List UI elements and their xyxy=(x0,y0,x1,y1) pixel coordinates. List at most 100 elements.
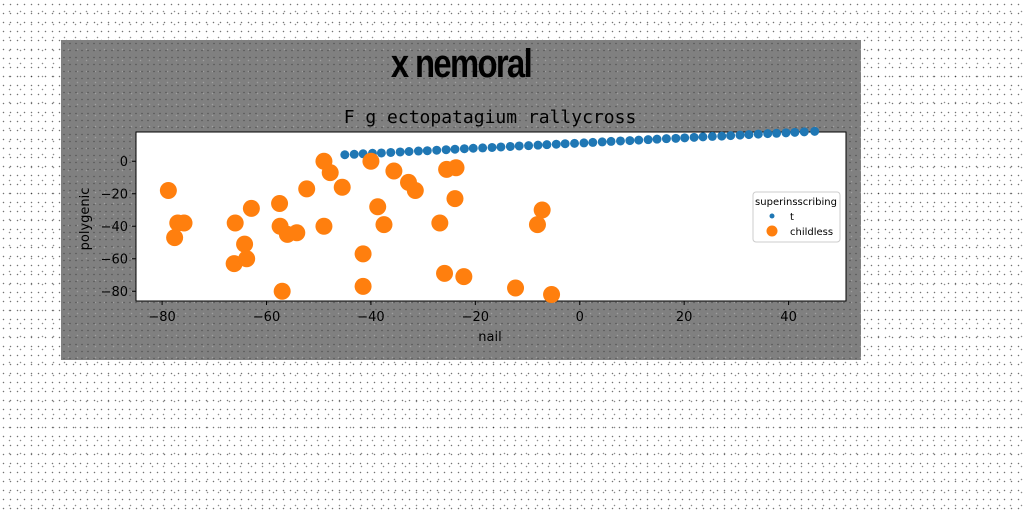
data-point xyxy=(369,198,387,216)
data-point xyxy=(354,245,372,263)
data-point xyxy=(615,136,625,146)
data-point xyxy=(478,143,488,153)
data-point xyxy=(744,130,754,140)
chart-title: F g ectopatagium rallycross xyxy=(344,107,637,128)
data-point xyxy=(349,149,359,159)
data-point xyxy=(395,147,405,157)
data-point xyxy=(375,216,393,234)
data-point xyxy=(634,135,644,145)
data-point xyxy=(175,214,193,232)
figure-suptitle: x nemoral xyxy=(390,42,533,86)
x-tick-label: −40 xyxy=(357,310,384,325)
x-tick-label: 20 xyxy=(676,310,693,325)
data-point xyxy=(514,141,524,151)
data-point xyxy=(772,128,782,138)
data-point xyxy=(447,159,465,177)
data-point xyxy=(551,139,561,149)
data-point xyxy=(376,148,386,158)
data-point xyxy=(543,286,561,303)
data-point xyxy=(735,130,745,140)
data-point xyxy=(810,126,820,136)
y-axis-label: polygenic xyxy=(78,188,93,251)
data-point xyxy=(507,279,525,297)
data-point xyxy=(406,182,424,199)
data-point xyxy=(496,142,506,152)
x-tick-label: −60 xyxy=(253,310,280,325)
data-point xyxy=(404,147,414,156)
data-point xyxy=(385,162,403,180)
x-tick-label: −20 xyxy=(462,310,489,325)
legend-entry-label: childless xyxy=(790,227,833,238)
data-point xyxy=(362,152,380,170)
data-point xyxy=(799,127,809,137)
data-point xyxy=(625,136,635,146)
data-point xyxy=(560,139,570,149)
data-point xyxy=(597,137,607,147)
data-point xyxy=(242,199,260,217)
data-point xyxy=(166,229,184,247)
x-tick-label: 0 xyxy=(576,310,584,325)
legend-entry-label: t xyxy=(790,212,794,223)
data-point xyxy=(781,128,791,138)
data-point xyxy=(446,190,464,208)
data-point xyxy=(226,214,244,232)
data-point xyxy=(436,264,454,282)
legend: superinsscribing t childless xyxy=(752,191,841,243)
data-point xyxy=(790,127,800,137)
series-t xyxy=(340,126,820,160)
y-tick-label: −60 xyxy=(101,252,128,267)
data-point xyxy=(298,180,316,198)
y-tick-label: −20 xyxy=(101,187,128,202)
data-point xyxy=(579,138,589,148)
data-point xyxy=(606,136,616,146)
x-axis-label: nail xyxy=(478,330,501,345)
data-point xyxy=(432,145,442,155)
data-point xyxy=(726,131,736,141)
legend-marker xyxy=(769,213,775,219)
data-point xyxy=(753,129,763,139)
data-point xyxy=(450,144,460,154)
data-point xyxy=(652,134,662,144)
data-point xyxy=(238,250,256,268)
y-tick-label: −40 xyxy=(101,220,128,235)
data-point xyxy=(273,282,291,300)
data-point xyxy=(707,131,717,141)
data-point xyxy=(271,195,289,212)
data-point xyxy=(468,143,478,153)
data-point xyxy=(422,146,432,156)
data-point xyxy=(354,277,372,295)
data-point xyxy=(671,133,681,143)
data-point xyxy=(661,134,671,144)
x-tick-label: 40 xyxy=(780,310,797,325)
series-childless xyxy=(159,152,561,303)
data-point xyxy=(570,138,580,148)
data-point xyxy=(413,146,423,156)
data-point xyxy=(680,133,690,143)
data-point xyxy=(533,201,551,219)
y-tick-label: 0 xyxy=(120,155,128,170)
data-point xyxy=(459,144,469,154)
data-point xyxy=(588,137,598,147)
legend-title: superinsscribing xyxy=(755,197,837,208)
data-point xyxy=(431,214,449,232)
data-point xyxy=(528,216,546,234)
x-tick-label: −80 xyxy=(148,310,175,325)
data-point xyxy=(340,150,350,160)
data-point xyxy=(236,235,254,253)
y-tick-label: −80 xyxy=(101,285,128,300)
data-point xyxy=(524,141,534,151)
data-point xyxy=(643,135,653,145)
data-point xyxy=(763,129,773,139)
data-point xyxy=(689,132,699,142)
data-point xyxy=(487,142,497,152)
data-point xyxy=(505,141,515,151)
data-point xyxy=(698,132,708,142)
data-point xyxy=(159,182,177,199)
plot-area xyxy=(135,131,847,302)
data-point xyxy=(288,224,306,242)
data-point xyxy=(333,178,351,196)
data-point xyxy=(717,131,727,141)
data-point xyxy=(321,164,339,182)
data-point xyxy=(441,145,451,155)
